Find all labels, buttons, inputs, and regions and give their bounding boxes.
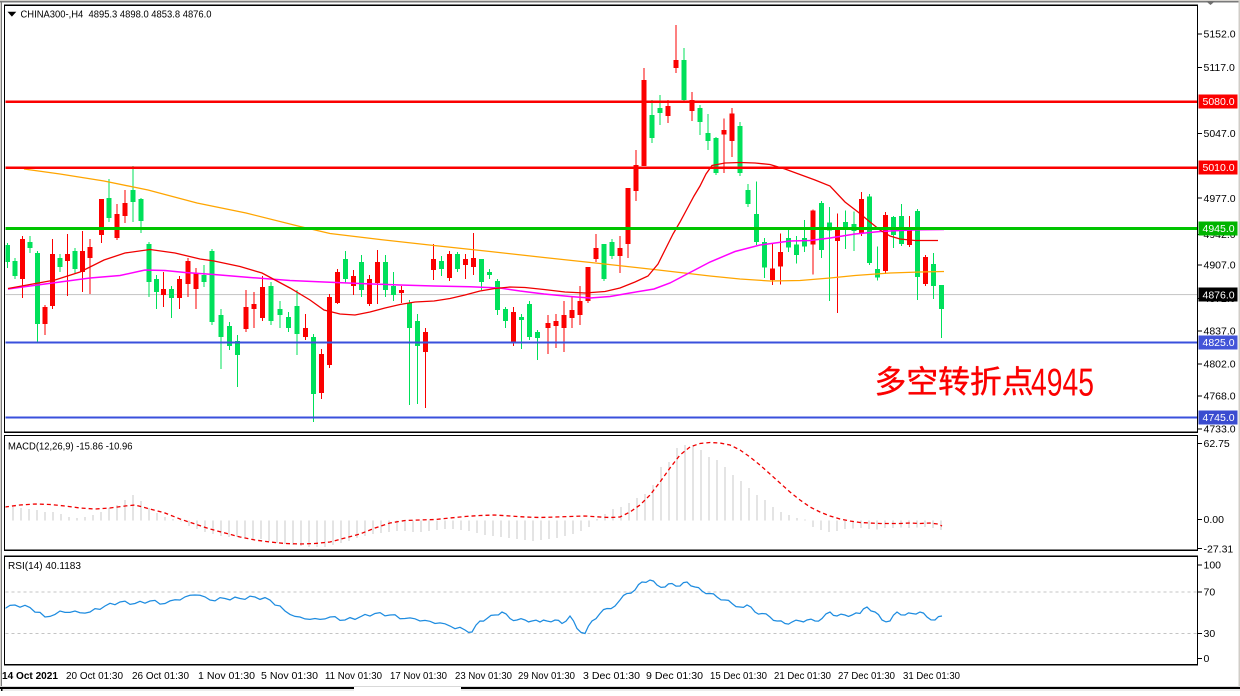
svg-text:11 Nov 01:30: 11 Nov 01:30 [325,670,382,682]
svg-text:0.00: 0.00 [1204,514,1225,526]
svg-text:-27.31: -27.31 [1204,543,1234,555]
svg-text:62.75: 62.75 [1204,438,1230,450]
svg-text:4802.0: 4802.0 [1204,359,1236,371]
svg-text:4945: 4945 [1031,362,1094,405]
svg-text:15 Dec 01:30: 15 Dec 01:30 [710,670,767,682]
svg-text:5047.0: 5047.0 [1204,128,1236,140]
svg-text:17 Nov 01:30: 17 Nov 01:30 [390,670,447,682]
svg-text:4825.0: 4825.0 [1203,337,1235,349]
svg-text:3 Dec 01:30: 3 Dec 01:30 [583,670,640,682]
svg-text:4945.0: 4945.0 [1203,223,1235,235]
svg-text:14 Oct 2021: 14 Oct 2021 [2,670,58,682]
svg-text:100: 100 [1204,560,1222,572]
svg-text:4837.0: 4837.0 [1204,326,1236,338]
svg-text:5080.0: 5080.0 [1203,96,1235,108]
svg-text:1 Nov 01:30: 1 Nov 01:30 [198,670,255,682]
svg-text:MACD(12,26,9) -15.86 -10.96: MACD(12,26,9) -15.86 -10.96 [8,441,133,453]
svg-text:4977.0: 4977.0 [1204,193,1236,205]
svg-text:4733.0: 4733.0 [1204,424,1236,436]
svg-text:27 Dec 01:30: 27 Dec 01:30 [838,670,895,682]
svg-text:CHINA300-,H4 4895.3 4898.0 48: CHINA300-,H4 4895.3 4898.0 4853.8 4876.0 [21,8,212,20]
svg-text:4745.0: 4745.0 [1203,412,1235,424]
svg-text:30: 30 [1204,628,1216,640]
svg-text:21 Dec 01:30: 21 Dec 01:30 [774,670,831,682]
svg-text:4907.0: 4907.0 [1204,260,1236,272]
svg-text:4876.0: 4876.0 [1203,289,1235,301]
svg-text:9 Dec 01:30: 9 Dec 01:30 [646,670,703,682]
svg-text:29 Nov 01:30: 29 Nov 01:30 [518,670,575,682]
svg-text:23 Nov 01:30: 23 Nov 01:30 [455,670,512,682]
svg-text:70: 70 [1204,587,1216,599]
svg-text:5117.0: 5117.0 [1204,62,1235,74]
svg-text:RSI(14) 40.1183: RSI(14) 40.1183 [8,560,81,572]
svg-text:0: 0 [1204,653,1210,665]
svg-text:20 Oct 01:30: 20 Oct 01:30 [66,670,123,682]
svg-text:4768.0: 4768.0 [1204,391,1236,403]
svg-text:5152.0: 5152.0 [1204,29,1236,41]
svg-text:5 Nov 01:30: 5 Nov 01:30 [261,670,318,682]
svg-text:26 Oct 01:30: 26 Oct 01:30 [132,670,189,682]
svg-text:5010.0: 5010.0 [1203,162,1235,174]
svg-text:31 Dec 01:30: 31 Dec 01:30 [903,670,960,682]
